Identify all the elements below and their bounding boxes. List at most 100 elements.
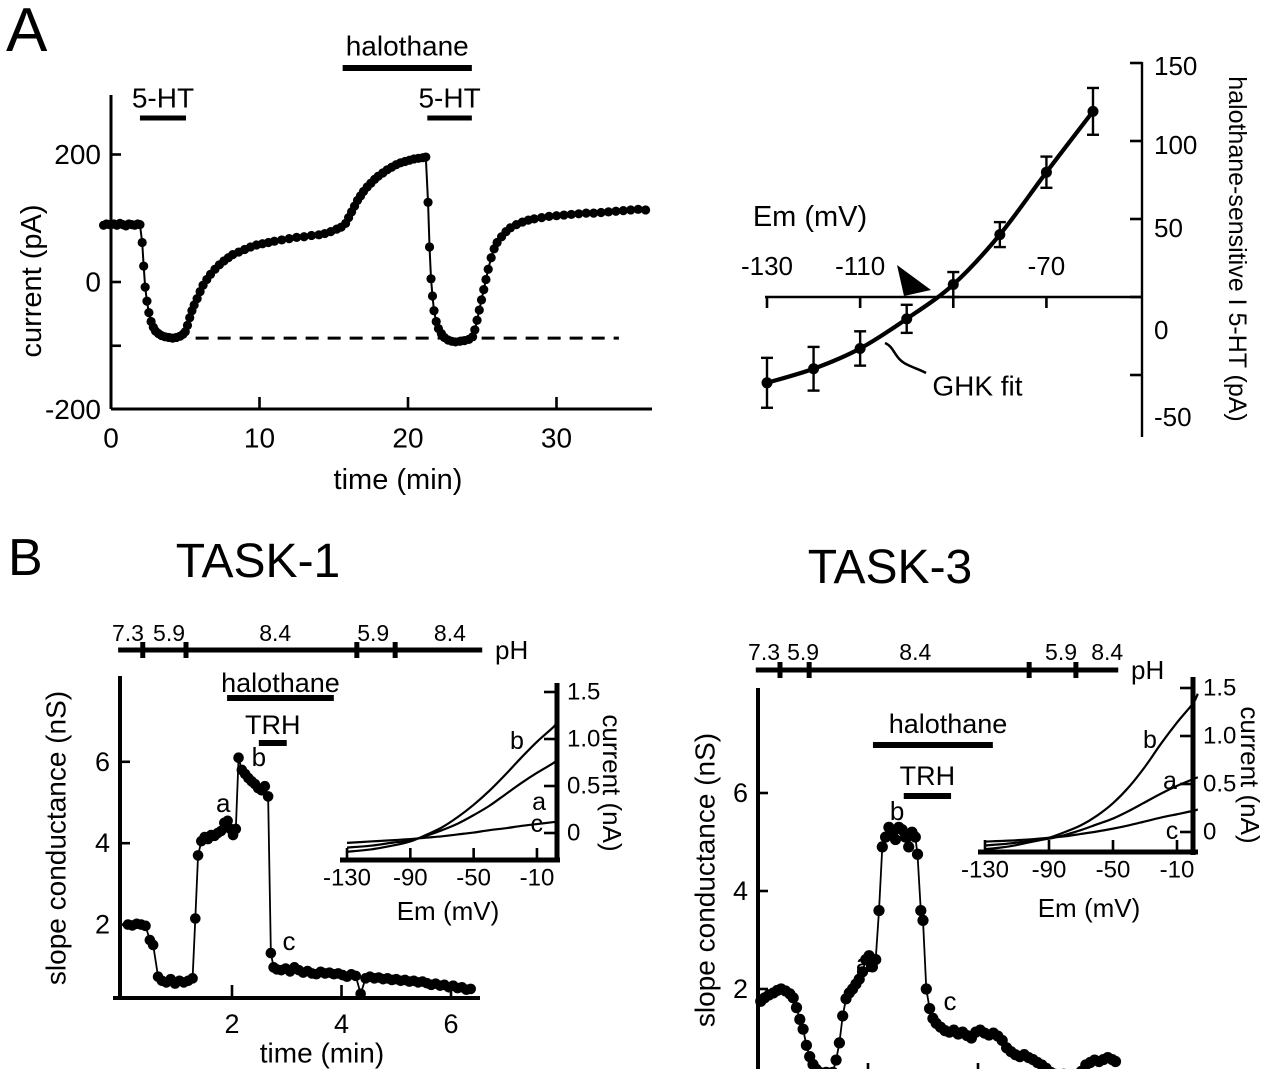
- task3-iv-inset-point-label-b: b: [1143, 726, 1157, 754]
- task3-iv-inset-xtick-label: -50: [1096, 857, 1131, 884]
- task1-iv-inset-xtick-label: -130: [323, 865, 371, 892]
- a-timecourse-ytick-label: 0: [85, 267, 101, 298]
- task3-iv-inset-ytick-label: 1.0: [1203, 723, 1236, 750]
- task1-conductance-ytick-label: 6: [95, 747, 110, 777]
- task3-title: TASK-3: [807, 541, 973, 594]
- task1-conductance-ytick-label: 4: [95, 828, 110, 858]
- a-timecourse-xlabel: time (min): [334, 464, 463, 496]
- chart-task3-conductance: 7.35.98.45.98.4pHhalothaneTRH246642time …: [690, 639, 1164, 1069]
- task1-conductance-point-label-c: c: [282, 926, 295, 956]
- a-iv-xlabel: Em (mV): [753, 201, 867, 233]
- task1-conductance-xtick-label: 2: [224, 1009, 239, 1039]
- task1-iv-inset-xlabel: Em (mV): [397, 896, 500, 926]
- task1-iv-inset-point-label-c: c: [531, 810, 544, 838]
- task1-iv-inset-xtick-label: -10: [520, 865, 555, 892]
- task3-iv-inset-xtick-label: -10: [1160, 857, 1195, 884]
- task3-conductance-ph-value: 5.9: [1045, 639, 1077, 665]
- a-timecourse-xtick-label: 10: [244, 423, 275, 454]
- panel-b-label: B: [8, 529, 43, 587]
- a-timecourse-xtick-label: 0: [103, 423, 119, 454]
- a-timecourse-bar-label-halothane: halothane: [346, 31, 469, 62]
- task1-conductance-ph-value: 7.3: [112, 620, 144, 646]
- task1-iv-inset-ytick-label: 0.5: [567, 773, 600, 800]
- task1-conductance-ph-title: pH: [495, 635, 528, 665]
- task1-iv-inset-xtick-label: -90: [393, 865, 428, 892]
- task1-conductance-xtick-label: 6: [443, 1009, 458, 1039]
- task1-conductance-xlabel: time (min): [260, 1038, 384, 1069]
- task3-conductance-point-label-a: a: [856, 948, 871, 978]
- task1-conductance-bar-label-halothane: halothane: [221, 668, 340, 698]
- a-iv-ytick-label: 150: [1154, 51, 1197, 81]
- a-timecourse-bar-label-5-HT: 5-HT: [418, 83, 480, 114]
- task3-conductance-ylabel: slope conductance (nS): [690, 733, 721, 1027]
- chart-a-iv: -130 -110 -70 150 100 50 0 -50 Em (mV) halothane-…: [741, 51, 1251, 437]
- a-timecourse-bar-label-5-HT: 5-HT: [132, 83, 194, 114]
- ghk-fit-pointer-icon: [884, 341, 927, 375]
- ghk-fit-label: GHK fit: [932, 370, 1022, 401]
- task1-conductance-ytick-label: 2: [95, 910, 110, 940]
- task3-iv-inset-ytick-label: 1.5: [1203, 675, 1236, 702]
- a-iv-ylabel: halothane-sensitive I 5-HT (pA): [1223, 76, 1251, 422]
- task3-conductance-ytick-label: 2: [733, 974, 748, 1004]
- task1-conductance-point-label-b: b: [252, 742, 266, 772]
- a-timecourse-ytick-label: -200: [45, 394, 101, 425]
- a-timecourse-ylabel: current (pA): [16, 204, 48, 357]
- task3-conductance-ytick-label: 4: [733, 876, 748, 906]
- task3-conductance-ph-value: 8.4: [899, 639, 931, 665]
- a-iv-fit-curve: [766, 110, 1095, 385]
- task1-iv-inset-ytick-label: 1.5: [567, 679, 600, 706]
- task3-iv-inset-ylabel: current (nA): [1235, 706, 1265, 843]
- task1-iv-inset-ytick-label: 1.0: [567, 726, 600, 753]
- a-iv-ytick-label: 100: [1154, 130, 1197, 160]
- task3-conductance-ph-value: 7.3: [748, 639, 780, 665]
- task1-iv-inset-curve-c: [346, 820, 557, 844]
- reversal-arrowhead-icon: [897, 265, 931, 296]
- task1-conductance-ph-value: 5.9: [357, 620, 389, 646]
- task1-title: TASK-1: [175, 535, 341, 588]
- task1-conductance-bar-label-TRH: TRH: [245, 710, 301, 740]
- task1-iv-inset-point-label-a: a: [532, 788, 546, 816]
- task3-conductance-ph-value: 5.9: [787, 639, 819, 665]
- task3-conductance-point-label-b: b: [890, 796, 904, 826]
- task3-conductance-ytick-label: 6: [733, 778, 748, 808]
- task1-iv-inset-ytick-label: 0: [567, 820, 580, 847]
- panel-a-label: A: [6, 0, 48, 65]
- a-iv-ytick-label: 0: [1154, 315, 1168, 345]
- task3-iv-inset-point-label-a: a: [1163, 767, 1177, 795]
- chart-task1-iv-inset: -130 -90 -50 -10 1.5 1.0 0.5 0 Em (mV) current (n…: [323, 679, 627, 927]
- task3-conductance-bar-label-TRH: TRH: [900, 761, 956, 791]
- task1-iv-inset-curve-b: [346, 723, 557, 853]
- a-iv-xtick-label: -110: [835, 251, 885, 281]
- a-iv-xtick-label: -70: [1028, 251, 1066, 281]
- chart-task3-iv-inset: -130 -90 -50 -10 1.5 1.0 0.5 0 Em (mV) current (n…: [961, 675, 1265, 924]
- task1-conductance-point-label-a: a: [216, 788, 231, 818]
- task1-iv-inset-curve-a: [346, 759, 557, 849]
- task3-iv-inset-curve-c: [984, 808, 1199, 843]
- task1-conductance-ph-value: 8.4: [434, 620, 466, 646]
- chart-task1-conductance: 7.3 5.9 8.4 5.9 8.4 pH halothane TRH 2 4 6 6 4 2 time …: [41, 620, 529, 1069]
- task3-conductance-ph-value: 8.4: [1091, 639, 1123, 665]
- a-iv-xtick-label: -130: [741, 251, 793, 281]
- task3-iv-inset-xtick-label: -130: [961, 857, 1009, 884]
- task3-conductance-ph-title: pH: [1131, 655, 1164, 685]
- task1-conductance-ph-value: 8.4: [259, 620, 291, 646]
- task1-conductance-ylabel: slope conductance (nS): [41, 691, 72, 985]
- task3-conductance-bar-label-halothane: halothane: [889, 709, 1008, 739]
- task1-iv-inset-ylabel: current (nA): [597, 714, 627, 851]
- task1-iv-inset-xtick-label: -50: [456, 865, 491, 892]
- a-iv-ytick-label: 50: [1154, 213, 1183, 243]
- a-iv-ytick-label: -50: [1154, 402, 1192, 432]
- task3-iv-inset-xlabel: Em (mV): [1038, 893, 1141, 923]
- a-timecourse-ytick-label: 200: [54, 139, 101, 170]
- task1-conductance-xtick-label: 4: [334, 1009, 349, 1039]
- task3-iv-inset-point-label-c: c: [1166, 817, 1179, 845]
- task3-iv-inset-ytick-label: 0: [1203, 819, 1216, 846]
- task1-iv-inset-point-label-b: b: [510, 727, 524, 755]
- task3-conductance-point-label-c: c: [943, 986, 956, 1016]
- a-timecourse-xtick-label: 20: [392, 423, 423, 454]
- a-timecourse-xtick-label: 30: [541, 423, 572, 454]
- task3-conductance-trace-line: [760, 825, 1116, 1069]
